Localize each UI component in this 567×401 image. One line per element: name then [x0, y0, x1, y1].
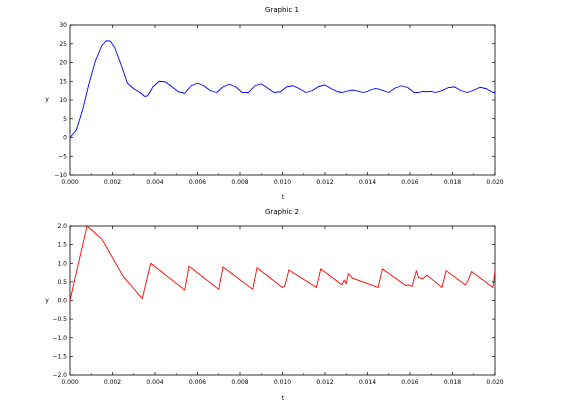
y-tick-label-1: 10	[59, 97, 67, 104]
chart-title-2: Graphic 2	[265, 208, 299, 216]
x-tick-label-1: 0.012	[316, 179, 333, 186]
x-tick-label-1: 0.008	[231, 179, 248, 186]
x-axis-label-2: t	[282, 395, 285, 401]
plot-frame-1	[69, 24, 496, 176]
x-tick-label-2: 0.016	[401, 379, 418, 386]
x-tick-label-2: 0.008	[231, 379, 248, 386]
y-tick-label-1: 25	[59, 41, 67, 48]
x-tick-label-1: 0.002	[104, 179, 121, 186]
y-tick-label-2: −1.5	[52, 353, 67, 360]
y-tick-label-1: −5	[58, 153, 67, 160]
x-tick-label-1: 0.000	[61, 179, 78, 186]
y-tick-label-1: 20	[59, 60, 67, 67]
x-tick-label-1: 0.014	[359, 179, 376, 186]
chart-panel-1: Graphic 1 t y 0.000 0.002 0.004 0.006 0.008 0…	[45, 6, 504, 201]
x-tick-label-2: 0.002	[104, 379, 121, 386]
x-tick-label-2: 0.006	[189, 379, 206, 386]
x-tick-label-1: 0.016	[401, 179, 418, 186]
x-axis-label-1: t	[282, 194, 285, 201]
y-tick-label-2: 2.0	[57, 223, 67, 230]
x-tick-label-2: 0.012	[316, 379, 333, 386]
plot-frame-2	[69, 225, 496, 376]
y-axis-label-2: y	[45, 297, 49, 304]
x-tick-label-1: 0.010	[274, 179, 291, 186]
series-line-1-1	[69, 40, 495, 138]
y-tick-label-2: −0.5	[52, 316, 67, 323]
x-tick-label-2: 0.020	[486, 379, 503, 386]
series-line-2-1	[69, 225, 496, 301]
x-tick-label-2: 0.018	[444, 379, 461, 386]
x-tick-label-2: 0.014	[359, 379, 376, 386]
y-tick-label-2: 0.5	[57, 279, 67, 286]
x-tick-label-2: 0.004	[146, 379, 163, 386]
y-tick-label-2: 1.0	[57, 260, 67, 267]
y-tick-label-1: 15	[59, 78, 67, 85]
chart-title-1: Graphic 1	[265, 6, 299, 14]
x-tick-label-1: 0.006	[189, 179, 206, 186]
y-tick-label-1: 0	[63, 135, 67, 142]
x-tick-label-1: 0.004	[146, 179, 163, 186]
x-tick-label-1: 0.018	[444, 179, 461, 186]
y-tick-label-1: 5	[63, 116, 67, 123]
x-tick-label-1: 0.020	[486, 179, 503, 186]
y-tick-label-1: 30	[59, 22, 67, 29]
y-tick-label-2: 0.0	[57, 298, 67, 305]
chart-panel-2: Graphic 2 t y 0.000 0.002 0.004 0.006 0.008 0…	[45, 208, 504, 401]
y-tick-label-2: −2.0	[52, 372, 67, 379]
y-tick-label-1: −10	[54, 172, 67, 179]
x-tick-label-2: 0.000	[61, 379, 78, 386]
x-tick-label-2: 0.010	[274, 379, 291, 386]
y-tick-label-2: −1.0	[52, 335, 67, 342]
y-axis-label-1: y	[45, 96, 49, 103]
y-tick-label-2: 1.5	[57, 242, 67, 249]
